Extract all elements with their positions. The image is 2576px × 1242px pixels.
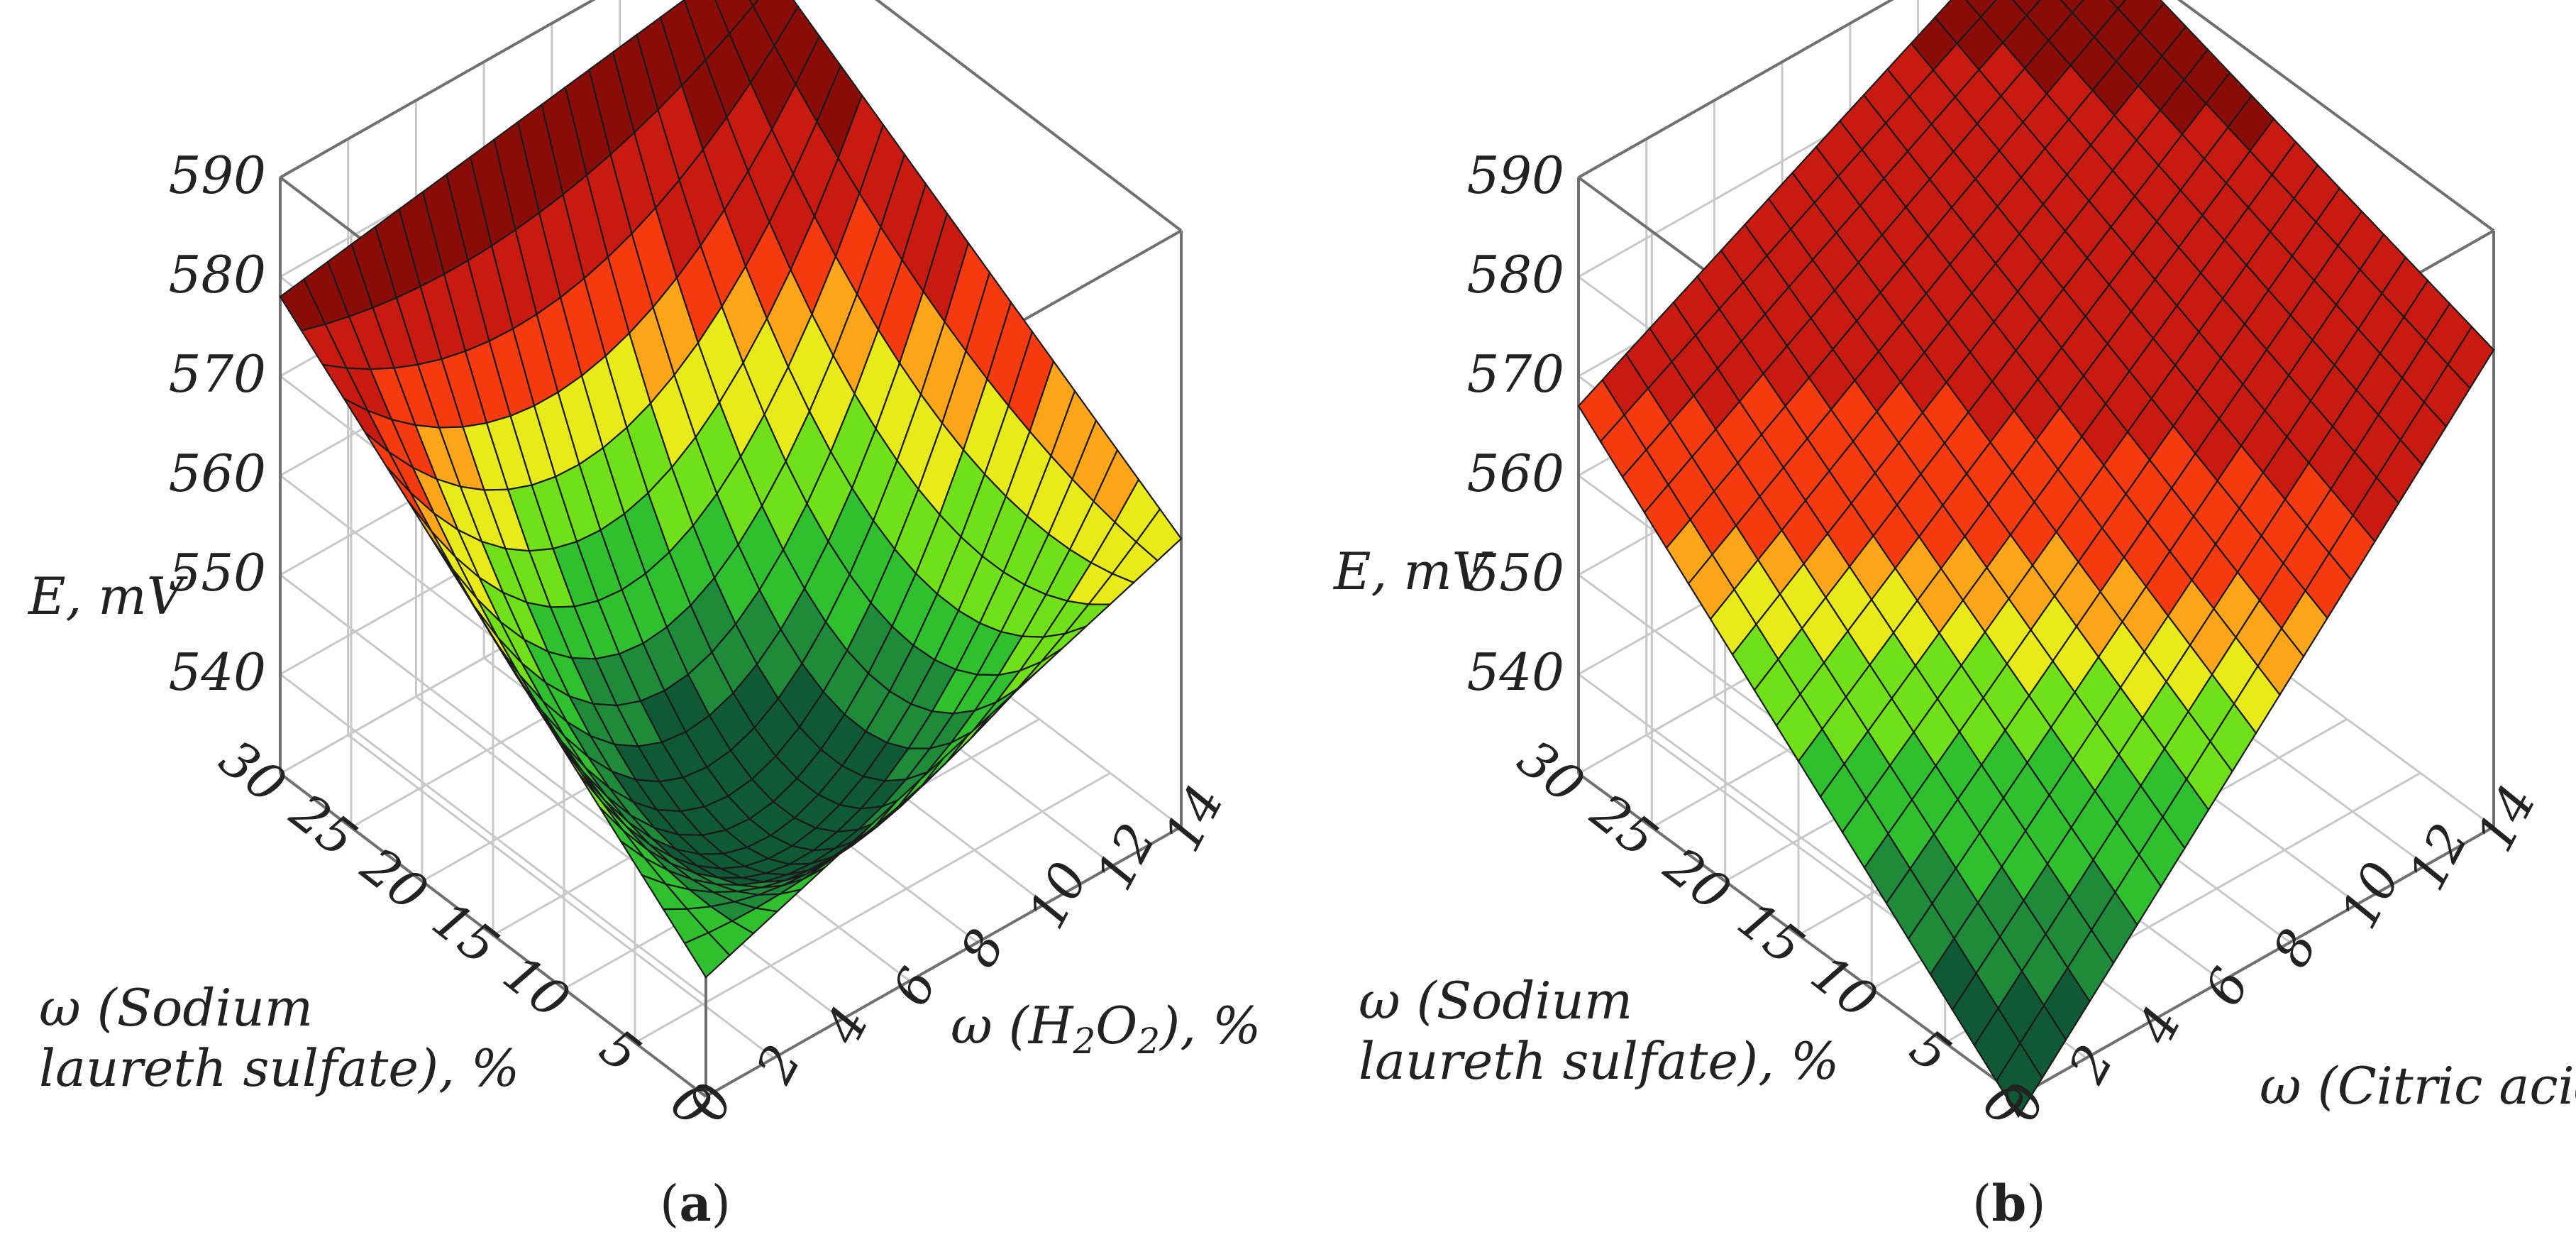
panel-label: (b)	[1972, 1174, 2046, 1233]
z-tick-label: 590	[169, 145, 266, 205]
box-edge	[705, 825, 1182, 1098]
surface-cell	[2108, 0, 2127, 10]
surface-mesh	[279, 0, 1183, 979]
box-edge	[875, 0, 1183, 232]
y-tick-label: 20	[1653, 835, 1742, 923]
panel-letter: a	[679, 1174, 711, 1233]
z-axis-title: E, mV	[27, 566, 189, 626]
z-tick-label: 550	[169, 543, 266, 603]
z-tick-label: 560	[169, 444, 266, 503]
x-tick-label: 4	[812, 997, 880, 1055]
z-tick-label: 540	[1467, 642, 1564, 702]
surface-plot-b: 5405505605705805900510152025300246810121…	[1332, 0, 2576, 1233]
z-tick-label: 570	[1467, 344, 1564, 404]
y-tick-label: 5	[1899, 1017, 1962, 1084]
y-tick-label: 15	[421, 889, 509, 977]
surface-mesh	[1577, 0, 2495, 1119]
x-axis-title-part: O	[1095, 996, 1137, 1055]
y-tick-label: 5	[589, 1017, 651, 1084]
x-axis-title: ω (H2O2), %	[951, 996, 1261, 1062]
x-axis-title-subscript: 2	[1137, 1021, 1160, 1062]
z-axis-title: E, mV	[1332, 542, 1494, 601]
z-tick-label: 550	[1467, 543, 1564, 603]
box-edge	[2177, 0, 2495, 232]
y-axis-title-line2: laureth sulfate), %	[39, 1038, 519, 1098]
box-edge	[1577, 772, 2020, 1098]
surface-cell	[683, 931, 731, 979]
x-tick-label: 4	[2125, 997, 2193, 1055]
surface-plot-a: 5405505605705805900510152025300246810121…	[27, 0, 1261, 1233]
x-tick-label: 2	[2057, 1035, 2125, 1093]
z-tick-label: 580	[169, 245, 266, 304]
y-axis-title-line2: laureth sulfate), %	[1359, 1031, 1839, 1091]
x-tick-label: 2	[744, 1035, 812, 1093]
x-tick-label: 14	[2465, 776, 2548, 861]
y-axis-title-line1: ω (Sodium	[1359, 971, 1632, 1031]
x-tick-label: 8	[2261, 920, 2329, 977]
z-tick-label: 540	[169, 642, 266, 702]
x-tick-label: 14	[1152, 776, 1235, 861]
z-tick-label: 580	[1467, 245, 1564, 304]
x-tick-label: 6	[2193, 958, 2261, 1015]
surface-cell	[2011, 0, 2042, 17]
y-tick-label: 10	[492, 943, 580, 1031]
x-tick-label: 8	[949, 920, 1017, 977]
surface-cell	[1995, 1041, 2043, 1119]
box-edge	[279, 772, 707, 1098]
y-tick-label: 20	[350, 835, 439, 923]
z-tick-label: 590	[1467, 145, 1564, 205]
surface-cell	[2060, 0, 2084, 14]
y-tick-label: 25	[280, 781, 368, 869]
x-axis-title-part: ω (H	[951, 996, 1074, 1055]
x-axis-title: ω (Citric acid), %	[2260, 1056, 2576, 1116]
y-tick-label: 10	[1801, 943, 1889, 1031]
z-tick-label: 560	[1467, 444, 1564, 503]
y-tick-label: 25	[1580, 781, 1669, 869]
box-edge	[2018, 825, 2494, 1098]
z-tick-label: 570	[169, 344, 266, 404]
x-tick-label: 6	[880, 958, 949, 1015]
panel-label: (a)	[660, 1174, 731, 1233]
y-axis-title-line1: ω (Sodium	[39, 978, 313, 1038]
x-axis-title-subscript: 2	[1072, 1021, 1095, 1062]
panel-letter: b	[1991, 1174, 2026, 1233]
y-tick-label: 30	[1507, 728, 1595, 815]
x-axis-title-part: ), %	[1159, 996, 1261, 1055]
y-tick-label: 30	[209, 728, 297, 815]
box-edge	[1578, 0, 1894, 179]
box-edge	[280, 0, 596, 179]
y-tick-label: 15	[1727, 889, 1815, 977]
